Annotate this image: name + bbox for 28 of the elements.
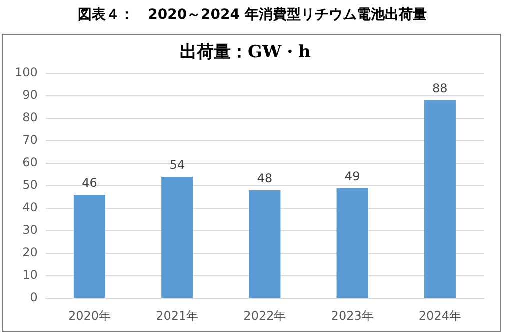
data-label: 88 bbox=[432, 82, 448, 96]
data-label: 46 bbox=[82, 176, 98, 190]
y-tick-label: 70 bbox=[22, 133, 38, 148]
bar bbox=[424, 100, 456, 298]
y-tick-label: 0 bbox=[30, 290, 38, 305]
y-tick-label: 90 bbox=[22, 88, 38, 102]
y-tick-label: 10 bbox=[22, 268, 38, 282]
data-label: 49 bbox=[344, 169, 360, 184]
bar bbox=[74, 195, 106, 298]
y-tick-label: 60 bbox=[22, 156, 38, 170]
x-tick-label: 2021年 bbox=[156, 308, 199, 323]
y-tick-label: 30 bbox=[22, 223, 38, 238]
bar bbox=[162, 176, 194, 298]
bar bbox=[249, 190, 281, 298]
y-tick-label: 40 bbox=[22, 200, 38, 215]
x-tick-label: 2020年 bbox=[68, 308, 111, 323]
chart-title: 図表４： 2020～2024 年消費型リチウム電池出荷量 bbox=[77, 6, 428, 25]
y-tick-label: 50 bbox=[22, 178, 38, 192]
data-label: 54 bbox=[170, 158, 185, 172]
bar bbox=[336, 188, 368, 298]
x-tick-label: 2024年 bbox=[418, 308, 462, 323]
y-tick-label: 80 bbox=[22, 110, 38, 125]
x-tick-label: 2022年 bbox=[244, 308, 286, 323]
data-label: 48 bbox=[257, 172, 273, 186]
chart-subtitle: 出荷量：GW・h bbox=[180, 42, 311, 63]
y-tick-label: 100 bbox=[15, 66, 38, 80]
x-tick-label: 2023年 bbox=[331, 308, 374, 323]
y-tick-label: 20 bbox=[22, 246, 38, 260]
